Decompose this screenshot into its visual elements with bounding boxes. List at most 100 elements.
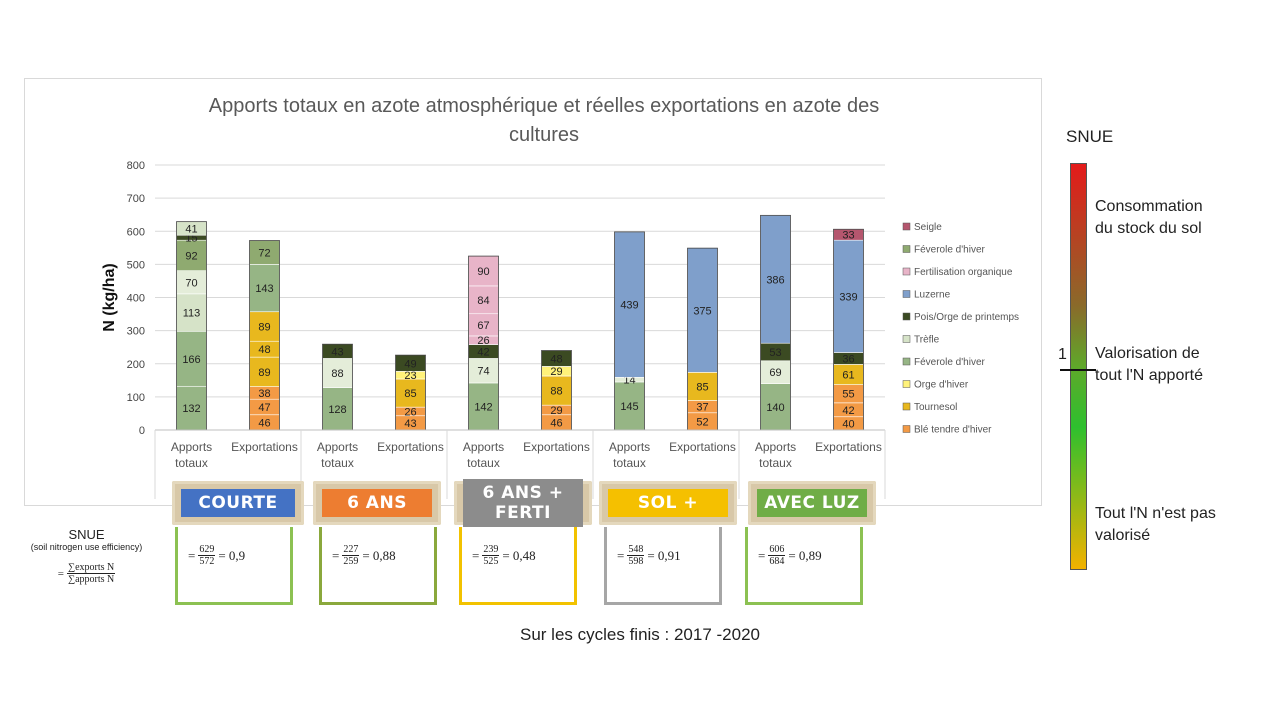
footer-note: Sur les cycles finis : 2017 -2020 bbox=[519, 625, 760, 644]
snue-left-subtitle: (soil nitrogen use efficiency) bbox=[30, 542, 143, 552]
system-name: 6 ANS bbox=[322, 489, 432, 517]
snue-value: = 0,91 bbox=[647, 547, 681, 563]
system-badge: 6 ANS bbox=[313, 481, 441, 525]
bar-value-label: 89 bbox=[258, 321, 270, 333]
bar-value-label: 46 bbox=[258, 417, 270, 429]
y-axis-label: N (kg/ha) bbox=[101, 263, 118, 331]
snue-left-fraction: ∑exports N ∑apports N bbox=[66, 562, 116, 585]
scale-bottom-line1: Tout l'N n'est pas bbox=[1095, 505, 1216, 522]
formula-fraction: 239 525 bbox=[482, 544, 500, 567]
legend-swatch bbox=[902, 312, 911, 321]
bar-value-label: 38 bbox=[258, 388, 270, 400]
legend-entry: Trèfle bbox=[914, 335, 940, 346]
snue-definition: SNUE (soil nitrogen use efficiency) = ∑e… bbox=[14, 527, 159, 585]
bar-segment bbox=[176, 330, 207, 387]
x-category-label: totaux bbox=[613, 456, 646, 470]
bar-value-label: 43 bbox=[331, 346, 343, 358]
y-tick-label: 600 bbox=[127, 226, 145, 238]
y-tick-label: 0 bbox=[139, 425, 145, 437]
snue-formula: = 227 259 = 0,88 bbox=[332, 544, 396, 567]
bar-value-label: 23 bbox=[404, 370, 416, 382]
legend-entry: Orge d'hiver bbox=[914, 380, 969, 391]
x-category-label: totaux bbox=[759, 456, 792, 470]
bar-value-label: 43 bbox=[404, 418, 416, 430]
bar-segment bbox=[468, 358, 499, 384]
legend-swatch bbox=[902, 402, 911, 411]
bar-value-label: 52 bbox=[696, 416, 708, 428]
legend-swatch bbox=[902, 245, 911, 253]
fraction-numerator: 239 bbox=[482, 544, 500, 556]
snue-left-title: SNUE bbox=[68, 527, 105, 542]
legend-entry: Seigle bbox=[914, 222, 942, 233]
system-name: SOL + bbox=[608, 489, 728, 517]
snue-left-eq: = bbox=[57, 567, 64, 580]
legend-swatch bbox=[902, 267, 911, 276]
bar-value-label: 26 bbox=[404, 406, 416, 418]
bar-segment bbox=[249, 264, 280, 313]
bar-value-label: 37 bbox=[696, 402, 708, 414]
snue-left-den: ∑apports N bbox=[67, 574, 115, 585]
x-category-label: Exportations bbox=[377, 440, 444, 454]
x-category-label: Apports bbox=[609, 440, 650, 454]
fraction-numerator: 548 bbox=[627, 544, 645, 556]
scale-top-line1: Consommation bbox=[1095, 198, 1203, 215]
y-tick-label: 200 bbox=[127, 359, 145, 371]
bar-segment bbox=[614, 381, 645, 431]
bar-value-label: 47 bbox=[258, 402, 270, 414]
x-category-label: Exportations bbox=[231, 440, 298, 454]
bar-segment bbox=[468, 285, 499, 315]
scale-one-marker bbox=[1060, 369, 1096, 371]
y-tick-label: 300 bbox=[127, 326, 145, 338]
legend-entry: Blé tendre d'hiver bbox=[914, 425, 992, 436]
formula-eq: = bbox=[332, 547, 340, 563]
formula-eq: = bbox=[472, 547, 480, 563]
formula-eq: = bbox=[758, 547, 766, 563]
bar-value-label: 69 bbox=[769, 367, 781, 379]
bar-value-label: 339 bbox=[839, 291, 857, 303]
scale-mid-line1: Valorisation de bbox=[1095, 345, 1200, 362]
x-category-label: totaux bbox=[467, 456, 500, 470]
legend-swatch bbox=[902, 380, 911, 388]
fraction-denominator: 572 bbox=[199, 556, 215, 567]
snue-result-box: = 606 684 = 0,89 bbox=[745, 527, 863, 605]
system-badge: SOL + bbox=[599, 481, 737, 525]
bar-value-label: 29 bbox=[550, 366, 562, 378]
snue-value: = 0,88 bbox=[362, 547, 396, 563]
bar-value-label: 55 bbox=[842, 389, 854, 401]
bar-value-label: 85 bbox=[404, 388, 416, 400]
chart-svg: Apports totaux en azote atmosphérique et… bbox=[101, 95, 1019, 499]
fraction-numerator: 606 bbox=[768, 544, 786, 556]
system-badge: COURTE bbox=[172, 481, 304, 525]
bar-value-label: 90 bbox=[477, 266, 489, 278]
legend-entry: Féverole d'hiver bbox=[914, 245, 986, 256]
bar-value-label: 84 bbox=[477, 295, 489, 307]
system-name: 6 ANS + FERTI bbox=[463, 479, 583, 527]
x-category-label: Exportations bbox=[523, 440, 590, 454]
y-tick-label: 400 bbox=[127, 293, 145, 305]
formula-fraction: 629 572 bbox=[198, 544, 216, 567]
bar-value-label: 88 bbox=[550, 386, 562, 398]
system-name: AVEC LUZ bbox=[757, 489, 867, 517]
bar-value-label: 113 bbox=[183, 308, 201, 320]
scale-bottom-label: Tout l'N n'est pas valorisé bbox=[1095, 503, 1216, 547]
legend-swatch bbox=[902, 222, 911, 231]
bar-segment bbox=[833, 239, 864, 353]
bar-segment bbox=[249, 311, 280, 342]
bar-value-label: 40 bbox=[842, 418, 854, 430]
bar-value-label: 29 bbox=[550, 405, 562, 417]
chart-frame: Apports totaux en azote atmosphérique et… bbox=[24, 78, 1042, 506]
chart-title-line: cultures bbox=[509, 124, 579, 146]
bar-value-label: 14 bbox=[623, 375, 635, 387]
scale-mid-label: Valorisation de tout l'N apporté bbox=[1095, 343, 1203, 387]
fraction-denominator: 259 bbox=[343, 556, 359, 567]
scale-one-label: 1 bbox=[1058, 346, 1067, 363]
bar-value-label: 92 bbox=[185, 250, 197, 262]
snue-result-box: = 227 259 = 0,88 bbox=[319, 527, 437, 605]
x-category-label: Apports bbox=[755, 440, 796, 454]
fraction-numerator: 227 bbox=[342, 544, 360, 556]
bar-value-label: 70 bbox=[185, 277, 197, 289]
x-category-label: totaux bbox=[321, 456, 354, 470]
bar-value-label: 61 bbox=[842, 370, 854, 382]
scale-bottom-line2: valorisé bbox=[1095, 527, 1151, 544]
snue-left-num: ∑exports N bbox=[66, 562, 116, 574]
